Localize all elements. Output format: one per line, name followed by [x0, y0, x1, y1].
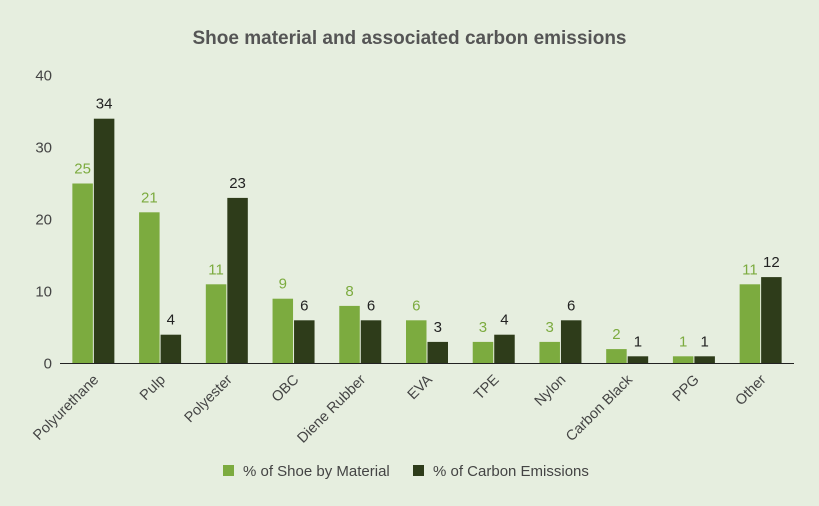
data-label: 11: [742, 261, 758, 278]
data-label: 34: [96, 96, 113, 113]
bars: [72, 118, 782, 364]
bar: [272, 298, 294, 364]
bar: [160, 334, 182, 364]
chart-title: Shoe material and associated carbon emis…: [193, 28, 627, 49]
data-label: 21: [141, 189, 158, 206]
bar: [627, 356, 649, 364]
bar: [139, 212, 160, 364]
y-axis-ticks: 0 10 20 30 40: [35, 68, 52, 373]
legend: % of Shoe by Material % of Carbon Emissio…: [223, 463, 589, 480]
bar: [205, 284, 227, 364]
legend-swatch: [413, 465, 424, 476]
bar: [72, 183, 93, 364]
data-label: 23: [229, 175, 246, 192]
data-label: 6: [412, 297, 420, 314]
bar: [472, 341, 494, 364]
data-label: 3: [434, 319, 442, 336]
data-label: 1: [700, 333, 708, 350]
data-label: 4: [167, 312, 175, 329]
data-label: 4: [500, 312, 508, 329]
data-label: 8: [345, 283, 353, 300]
y-tick-label: 40: [35, 68, 52, 85]
data-label: 6: [300, 297, 308, 314]
bar: [294, 320, 315, 364]
data-label: 6: [367, 297, 375, 314]
bar: [672, 356, 694, 364]
bar: [539, 341, 560, 364]
y-tick-label: 10: [35, 284, 52, 301]
y-tick-label: 30: [35, 140, 52, 157]
bar: [606, 349, 627, 364]
data-label: 1: [679, 333, 687, 350]
data-label: 1: [634, 333, 642, 350]
bar: [694, 356, 715, 364]
data-label: 2: [612, 326, 620, 343]
y-tick-label: 20: [35, 212, 52, 229]
data-label: 11: [208, 261, 224, 278]
legend-label: % of Shoe by Material: [243, 463, 390, 480]
bar: [560, 320, 582, 364]
bar: [427, 341, 448, 364]
data-label: 9: [279, 276, 287, 293]
bar: [739, 284, 761, 364]
bar: [406, 320, 427, 364]
data-label: 25: [74, 161, 91, 178]
y-tick-label: 0: [44, 356, 52, 373]
bar: [227, 197, 248, 364]
bar: [339, 305, 360, 364]
bar: [93, 118, 115, 364]
data-label: 3: [546, 319, 554, 336]
legend-swatch: [223, 465, 234, 476]
data-label: 12: [763, 254, 780, 271]
data-label: 3: [479, 319, 487, 336]
bar: [494, 334, 515, 364]
bar: [360, 320, 382, 364]
legend-label: % of Carbon Emissions: [433, 463, 589, 480]
bar: [761, 277, 782, 364]
data-label: 6: [567, 297, 575, 314]
